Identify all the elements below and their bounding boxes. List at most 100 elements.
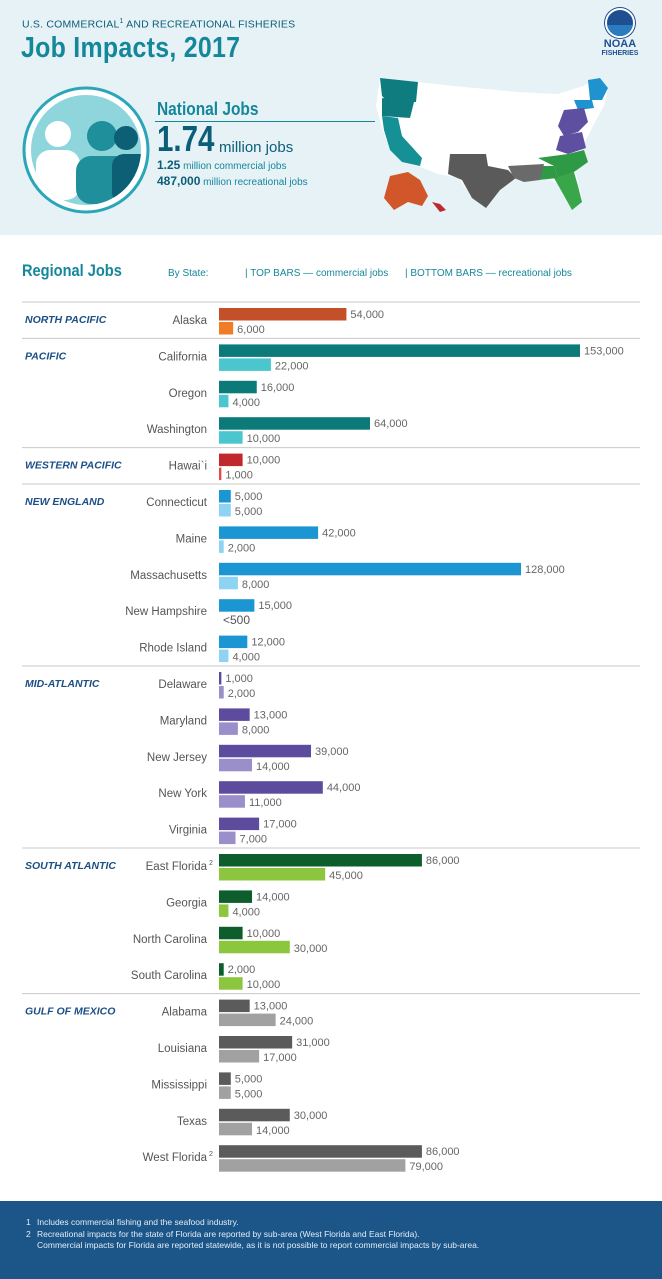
data-label-recreational: 11,000: [249, 797, 282, 809]
bar-commercial: [219, 1145, 422, 1158]
data-label-commercial: 10,000: [247, 928, 281, 940]
state-label: Alabama: [162, 1007, 208, 1019]
legend-top-bars: | TOP BARS — commercial jobs: [245, 268, 388, 279]
bar-recreational: [219, 1013, 276, 1027]
data-label-recreational: 14,000: [256, 1125, 290, 1137]
header-banner: U.S. COMMERCIAL1 AND RECREATIONAL FISHER…: [0, 0, 662, 235]
chart-title: Regional Jobs: [22, 262, 122, 280]
state-label: West Florida: [143, 1152, 208, 1164]
bar-recreational: [219, 940, 290, 954]
chart-body: NORTH PACIFIC Alaska 54,000 6,000 PACIFIC Cal…: [22, 301, 640, 1173]
data-label-recreational: 4,000: [232, 397, 260, 409]
data-label-recreational: <500: [223, 613, 250, 627]
data-label-commercial: 10,000: [247, 455, 281, 467]
data-label-recreational: 8,000: [242, 724, 270, 736]
bar-recreational: [219, 977, 243, 990]
data-label-recreational: 22,000: [275, 360, 309, 372]
subtitle-text: U.S. COMMERCIAL: [22, 18, 120, 31]
data-label-commercial: 2,000: [228, 964, 256, 976]
state-label: California: [158, 351, 207, 363]
state-label: Delaware: [158, 679, 207, 691]
data-label-recreational: 1,000: [225, 470, 253, 482]
region-label: WESTERN PACIFIC: [25, 460, 122, 472]
bar-commercial: [219, 490, 231, 503]
data-label-commercial: 12,000: [251, 637, 285, 649]
data-label-commercial: 54,000: [350, 309, 384, 321]
data-label-recreational: 8,000: [242, 579, 270, 591]
bar-commercial: [219, 890, 253, 903]
state-label: Massachusetts: [130, 570, 207, 582]
bar-commercial: [219, 854, 422, 867]
region-label: NORTH PACIFIC: [25, 314, 107, 326]
commercial-value: 1.25: [157, 158, 181, 172]
state-label: Mississippi: [151, 1079, 207, 1091]
data-label-commercial: 16,000: [261, 382, 295, 394]
data-label-commercial: 31,000: [296, 1037, 330, 1049]
region-label: PACIFIC: [25, 350, 67, 362]
national-commercial: 1.25 million commercial jobs: [157, 158, 287, 172]
state-label: Hawai`i: [169, 461, 207, 473]
data-label-commercial: 128,000: [525, 564, 565, 576]
state-label: New Hampshire: [125, 606, 207, 618]
region-label: GULF OF MEXICO: [25, 1006, 115, 1018]
bar-commercial: [219, 417, 371, 430]
data-label-recreational: 10,000: [247, 433, 281, 445]
data-label-recreational: 7,000: [240, 834, 268, 846]
state-label: New Jersey: [147, 752, 207, 764]
data-label-recreational: 4,000: [232, 906, 260, 918]
data-label-recreational: 2,000: [228, 542, 256, 554]
state-footnote-mark: 2: [209, 1151, 213, 1158]
data-label-recreational: 5,000: [235, 506, 263, 518]
bar-commercial: [219, 1108, 290, 1122]
data-label-commercial: 15,000: [258, 600, 292, 612]
bar-commercial: [219, 562, 522, 576]
state-footnote-mark: 2: [209, 860, 213, 867]
bar-recreational: [219, 540, 224, 553]
legend-by-state: By State:: [168, 268, 209, 279]
bar-recreational: [219, 504, 231, 517]
legend-bottom-bars: | BOTTOM BARS — recreational jobs: [405, 268, 572, 279]
region-label: NEW ENGLAND: [25, 496, 105, 508]
bar-commercial: [219, 781, 323, 794]
data-label-commercial: 42,000: [322, 527, 356, 539]
bar-commercial: [219, 672, 222, 685]
logo-sub: FISHERIES: [601, 50, 639, 57]
bar-recreational: [219, 868, 326, 881]
bar-recreational: [219, 795, 245, 808]
data-label-commercial: 5,000: [235, 491, 263, 503]
data-label-commercial: 64,000: [374, 418, 408, 430]
bar-recreational: [219, 467, 222, 481]
page-title: Job Impacts, 2017: [21, 32, 241, 64]
people-icon: [22, 86, 150, 214]
bar-recreational: [219, 358, 271, 371]
footnote-number: 2: [26, 1229, 31, 1239]
footnotes-panel: 1 Includes commercial fishing and the sea…: [0, 1201, 662, 1279]
state-label: New York: [158, 788, 207, 800]
state-label: Alaska: [172, 315, 207, 327]
footnote-2-continued: Commercial impacts for Florida are repor…: [26, 1240, 479, 1250]
bar-recreational: [219, 1050, 260, 1063]
footnote-text: Includes commercial fishing and the seaf…: [37, 1217, 239, 1227]
region-label: SOUTH ATLANTIC: [25, 860, 116, 872]
noaa-fisheries-logo: NOAA FISHERIES: [597, 8, 643, 60]
state-label: Virginia: [169, 825, 208, 837]
data-label-commercial: 5,000: [235, 1073, 263, 1085]
recreational-text: million recreational jobs: [200, 177, 308, 188]
national-recreational: 487,000 million recreational jobs: [157, 174, 308, 188]
state-label: Georgia: [166, 897, 208, 909]
data-label-recreational: 24,000: [280, 1016, 314, 1028]
data-label-recreational: 5,000: [235, 1088, 263, 1100]
bar-recreational: [219, 758, 253, 772]
national-total-value: 1.74: [157, 118, 215, 159]
data-label-commercial: 44,000: [327, 782, 361, 794]
data-label-recreational: 2,000: [228, 688, 256, 700]
state-label: North Carolina: [133, 934, 208, 946]
state-label: Rhode Island: [139, 643, 207, 655]
bar-commercial: [219, 708, 250, 721]
data-label-recreational: 45,000: [329, 870, 363, 882]
data-label-recreational: 4,000: [232, 652, 260, 664]
regional-jobs-chart: Regional Jobs By State: | TOP BARS — com…: [22, 262, 640, 1173]
data-label-recreational: 10,000: [247, 979, 281, 991]
bar-recreational: [219, 1086, 231, 1099]
state-label: Texas: [177, 1116, 207, 1128]
